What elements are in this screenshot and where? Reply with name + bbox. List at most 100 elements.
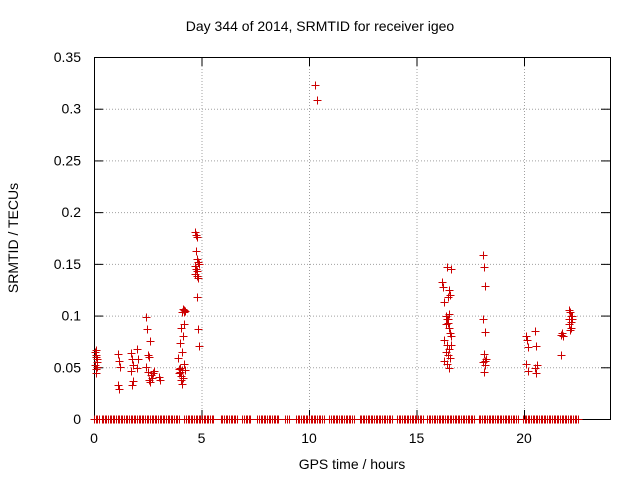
data-point: [438, 278, 447, 287]
data-point: [532, 342, 541, 351]
data-point: [444, 315, 453, 324]
data-point: [524, 367, 533, 376]
data-point: [440, 336, 449, 345]
data-point: [144, 351, 153, 360]
data-point: [193, 272, 202, 281]
data-point: [440, 298, 449, 307]
data-point: [481, 357, 490, 366]
data-point: [145, 353, 154, 362]
x-tick-label: 20: [516, 430, 532, 446]
data-point: [179, 332, 188, 341]
data-point: [175, 369, 184, 378]
data-point: [524, 343, 533, 352]
data-point: [313, 96, 322, 105]
data-point: [194, 325, 203, 334]
data-point: [177, 376, 186, 385]
data-point: [574, 415, 583, 424]
data-point: [246, 415, 255, 424]
data-point: [480, 368, 489, 377]
data-point: [142, 363, 151, 372]
data-point: [127, 367, 136, 376]
data-point: [532, 369, 541, 378]
data-point: [445, 310, 454, 319]
data-point: [129, 377, 138, 386]
data-point: [479, 251, 488, 260]
data-point: [195, 260, 204, 269]
data-point: [93, 355, 102, 364]
data-point: [447, 341, 456, 350]
grid: [94, 57, 610, 419]
data-point: [557, 351, 566, 360]
y-tick-label: 0.05: [54, 359, 81, 375]
data-point: [180, 308, 189, 317]
data-point: [133, 364, 142, 373]
data-point: [115, 357, 124, 366]
data-point: [311, 81, 320, 90]
data-point: [194, 274, 203, 283]
data-point: [447, 332, 456, 341]
data-point: [565, 306, 574, 315]
x-axis-label: GPS time / hours: [298, 456, 406, 472]
data-point: [145, 376, 154, 385]
data-point: [142, 313, 151, 322]
x-tick-label: 0: [90, 430, 98, 446]
data-point: [134, 355, 143, 364]
data-point: [146, 337, 155, 346]
axis-ticks: [94, 57, 610, 420]
data-point: [93, 363, 102, 372]
y-tick-label: 0.25: [54, 152, 81, 168]
data-point: [522, 332, 531, 341]
data-point: [92, 369, 101, 378]
data-point: [115, 385, 124, 394]
data-point: [174, 354, 183, 363]
data-point: [445, 364, 454, 373]
data-point: [180, 360, 189, 369]
x-tick-label: 5: [198, 430, 206, 446]
data-point: [193, 293, 202, 302]
data-point: [566, 326, 575, 335]
data-point: [443, 360, 452, 369]
data-point: [176, 364, 185, 373]
chart-title: Day 344 of 2014, SRMTID for receiver ige…: [185, 18, 455, 34]
data-point: [179, 374, 188, 383]
data-point: [481, 282, 490, 291]
data-point: [192, 231, 201, 240]
data-point: [178, 380, 187, 389]
data-point: [531, 327, 540, 336]
y-tick-label: 0.2: [62, 204, 82, 220]
data-point: [447, 265, 456, 274]
data-point: [181, 366, 190, 375]
data-point: [146, 378, 155, 387]
data-point: [116, 363, 125, 372]
data-point: [91, 361, 100, 370]
data-point: [114, 381, 123, 390]
data-point: [92, 353, 101, 362]
data-point: [150, 367, 159, 376]
data-point: [523, 336, 532, 345]
data-point: [565, 315, 574, 324]
data-point: [442, 320, 451, 329]
data-point: [445, 286, 454, 295]
data-point: [446, 354, 455, 363]
y-tick-label: 0.1: [62, 308, 82, 324]
data-point: [209, 415, 218, 424]
plot-frame: [94, 57, 611, 420]
y-tick-label: 0: [73, 411, 81, 427]
data-point: [178, 348, 187, 357]
data-point: [114, 350, 123, 359]
data-point: [559, 332, 568, 341]
data-point: [444, 293, 453, 302]
y-tick-label: 0.15: [54, 256, 81, 272]
data-point: [193, 233, 202, 242]
data-point: [192, 247, 201, 256]
data-point: [443, 263, 452, 272]
data-point: [285, 415, 294, 424]
data-point: [176, 339, 185, 348]
x-tick-label: 15: [409, 430, 425, 446]
data-point: [481, 328, 490, 337]
data-point: [274, 415, 283, 424]
data-points: [90, 81, 583, 424]
data-point: [439, 283, 448, 292]
data-point: [149, 369, 158, 378]
